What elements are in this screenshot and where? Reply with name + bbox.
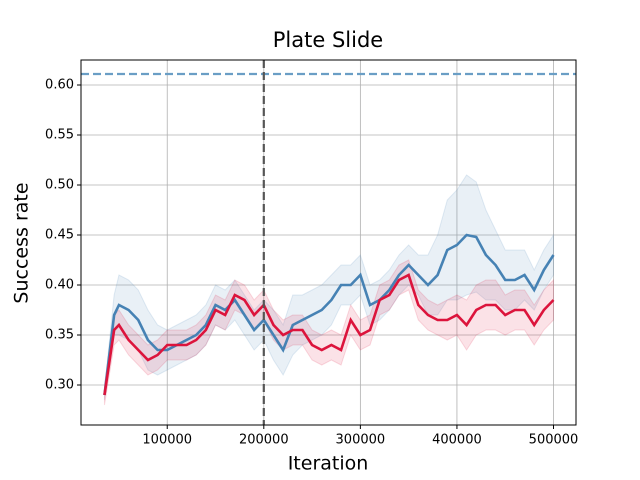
- y-tick-label: 0.40: [45, 278, 74, 293]
- y-tick-label: 0.30: [45, 378, 74, 393]
- y-tick-label: 0.50: [45, 178, 74, 193]
- x-tick-label: 500000: [529, 433, 579, 448]
- chart-title: Plate Slide: [273, 28, 383, 52]
- plot-frame: [80, 59, 577, 426]
- x-tick-label: 100000: [142, 433, 192, 448]
- error-band: [103, 174, 554, 401]
- y-axis-label: Success rate: [11, 182, 33, 303]
- y-tick-label: 0.55: [45, 128, 74, 143]
- series-line: [103, 273, 555, 396]
- x-tick-label: 200000: [239, 433, 289, 448]
- x-tick-label: 300000: [336, 433, 386, 448]
- y-tick-label: 0.35: [45, 328, 74, 343]
- x-axis-label: Iteration: [288, 453, 369, 475]
- y-tick-label: 0.45: [45, 228, 74, 243]
- y-tick-label: 0.60: [45, 78, 74, 93]
- x-tick-label: 400000: [432, 433, 482, 448]
